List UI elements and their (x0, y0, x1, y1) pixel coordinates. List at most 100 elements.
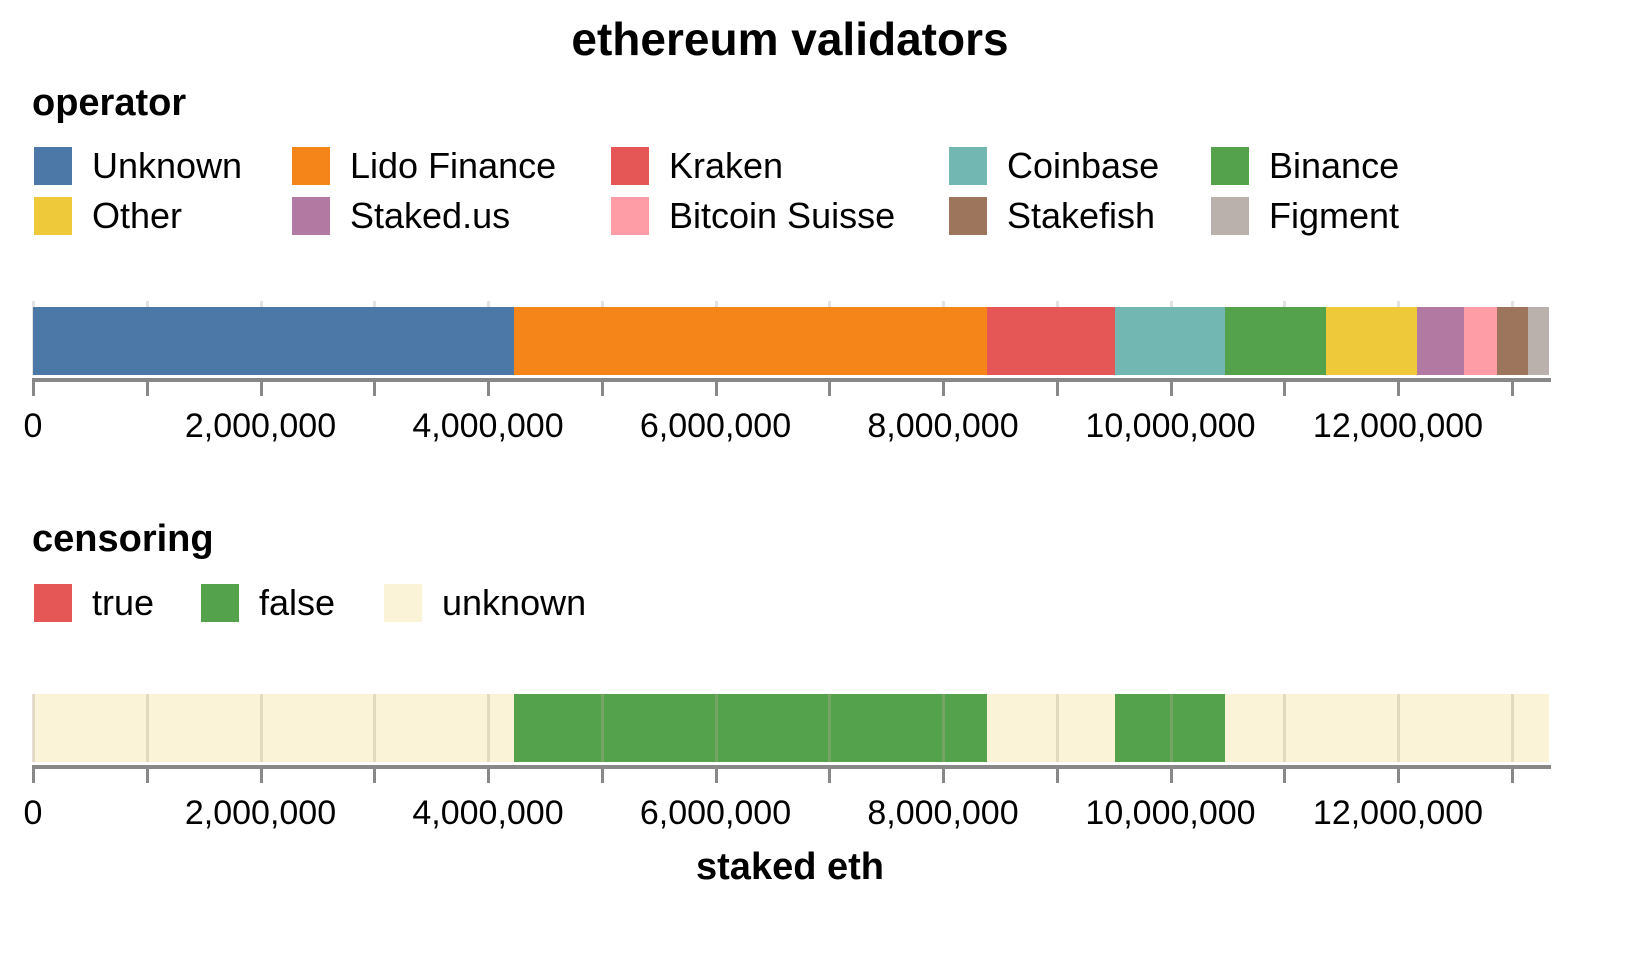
legend-swatch-icon (1211, 147, 1249, 185)
bar-segment-other[interactable] (1326, 307, 1418, 375)
legend-swatch-icon (292, 147, 330, 185)
legend-item-lido-finance[interactable]: Lido Finance (292, 145, 556, 187)
legend-label: Unknown (92, 145, 243, 186)
x-axis-tick-label: 12,000,000 (1312, 794, 1484, 832)
x-gridline (714, 694, 718, 762)
bar-segment-stakefish[interactable] (1496, 307, 1528, 375)
x-axis-tick (32, 378, 35, 396)
x-axis-tick (714, 378, 718, 396)
x-gridline (1283, 694, 1287, 762)
legend-label: Stakefish (1007, 195, 1156, 236)
legend-item-coinbase[interactable]: Coinbase (949, 145, 1159, 187)
x-axis-tick (487, 765, 490, 783)
legend-swatch-icon (292, 197, 330, 235)
legend-item-other[interactable]: Other (34, 195, 182, 237)
legend-item-false[interactable]: false (201, 582, 335, 624)
chart-title: ethereum validators (571, 13, 1009, 65)
bar-segment-false[interactable] (514, 694, 988, 762)
x-axis-tick-label: 0 (23, 407, 43, 445)
x-axis-tick (373, 765, 377, 783)
bar-segment-bitcoin-suisse[interactable] (1463, 307, 1497, 375)
legend-item-bitcoin-suisse[interactable]: Bitcoin Suisse (611, 195, 895, 237)
legend-swatch-icon (1211, 197, 1249, 235)
legend-label: Other (92, 195, 183, 236)
x-gridline (1055, 694, 1059, 762)
x-axis-tick-label: 2,000,000 (184, 407, 337, 445)
bar-segment-lido-finance[interactable] (514, 307, 988, 375)
x-axis-tick (828, 378, 832, 396)
legend-label: Lido Finance (350, 145, 557, 186)
legend-label: true (92, 582, 155, 623)
x-gridline (259, 694, 263, 762)
legend-label: Bitcoin Suisse (669, 195, 896, 236)
operator-legend-title: operator (32, 82, 187, 124)
x-axis-tick (373, 378, 377, 396)
x-axis-tick-label: 4,000,000 (412, 407, 564, 445)
legend-item-stakefish[interactable]: Stakefish (949, 195, 1155, 237)
bar-segment-unknown[interactable] (987, 694, 1115, 762)
x-gridline (487, 694, 490, 762)
x-axis-tick (1283, 378, 1287, 396)
legend-label: Figment (1269, 195, 1400, 236)
x-axis-line (33, 765, 1551, 769)
bar-segment-false[interactable] (1114, 694, 1226, 762)
legend-swatch-icon (611, 147, 649, 185)
legend-label: unknown (442, 582, 587, 623)
x-axis-tick-label: 8,000,000 (867, 407, 1019, 445)
x-axis-tick (259, 378, 263, 396)
legend-swatch-icon (34, 584, 72, 622)
bar-segment-unknown[interactable] (33, 694, 515, 762)
x-axis-tick (1397, 765, 1400, 783)
legend-swatch-icon (611, 197, 649, 235)
legend-label: Binance (1269, 145, 1400, 186)
bar-segment-kraken[interactable] (987, 307, 1115, 375)
bar-segment-staked-us[interactable] (1417, 307, 1464, 375)
legend-item-binance[interactable]: Binance (1211, 145, 1399, 187)
x-axis-tick (145, 378, 149, 396)
bar-segment-binance[interactable] (1225, 307, 1327, 375)
x-axis-tick (1510, 765, 1514, 783)
legend-item-unknown[interactable]: Unknown (34, 145, 242, 187)
x-axis-tick (1055, 765, 1059, 783)
legend-swatch-icon (949, 147, 987, 185)
x-axis-tick (714, 765, 718, 783)
legend-item-figment[interactable]: Figment (1211, 195, 1399, 237)
legend-item-staked-us[interactable]: Staked.us (292, 195, 510, 237)
x-axis-tick-label: 6,000,000 (639, 794, 792, 832)
x-axis-tick-label: 2,000,000 (184, 794, 337, 832)
x-axis-tick-label: 10,000,000 (1085, 407, 1256, 445)
x-axis-tick (1510, 378, 1514, 396)
censoring-legend-title: censoring (32, 518, 214, 560)
x-axis-tick-label: 12,000,000 (1312, 407, 1484, 445)
legend-swatch-icon (34, 147, 72, 185)
x-axis-tick (259, 765, 263, 783)
legend-label: Kraken (669, 145, 784, 186)
x-axis-tick (828, 765, 832, 783)
legend-swatch-icon (384, 584, 422, 622)
x-axis-tick (1169, 378, 1173, 396)
x-gridline (373, 694, 377, 762)
x-gridline (1510, 694, 1514, 762)
x-axis-tick (487, 378, 490, 396)
x-gridline (145, 694, 149, 762)
x-axis-tick (942, 378, 945, 396)
legend-swatch-icon (34, 197, 72, 235)
x-gridline (600, 694, 604, 762)
x-axis-tick-label: 6,000,000 (639, 407, 792, 445)
legend-item-true[interactable]: true (34, 582, 154, 624)
bar-segment-unknown[interactable] (33, 307, 515, 375)
bar-segment-unknown[interactable] (1225, 694, 1550, 762)
legend-item-unknown[interactable]: unknown (384, 582, 586, 624)
x-axis-tick (600, 765, 604, 783)
bar-segment-coinbase[interactable] (1114, 307, 1226, 375)
bar-segment-figment[interactable] (1527, 307, 1550, 375)
legend-item-kraken[interactable]: Kraken (611, 145, 783, 187)
x-axis-tick (145, 765, 149, 783)
x-gridline (1397, 694, 1400, 762)
x-axis-tick (942, 765, 945, 783)
x-axis-tick (1397, 378, 1400, 396)
x-axis-tick (1169, 765, 1173, 783)
x-axis-tick-label: 4,000,000 (412, 794, 564, 832)
legend-label: Coinbase (1007, 145, 1160, 186)
x-gridline (1169, 694, 1173, 762)
